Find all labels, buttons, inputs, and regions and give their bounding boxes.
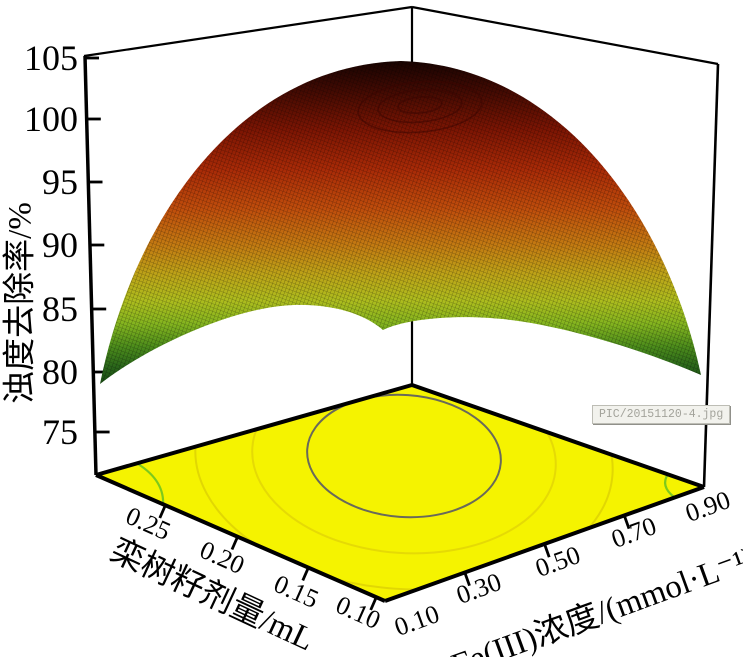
floor-plane [96, 385, 704, 601]
dose-axis-ticks [158, 504, 378, 611]
surface-mesh [100, 61, 701, 384]
floor-contour-plane [95, 383, 705, 611]
z-tick-label-90: 90 [42, 225, 78, 265]
z-tick-label-100: 100 [24, 99, 78, 139]
floor-contour-middle-ring [251, 385, 557, 555]
surface-peak-contour-rings [357, 80, 483, 134]
z-tick-label-75: 75 [42, 412, 78, 452]
z-axis-line [83, 55, 98, 476]
z-tick-label-105: 105 [24, 38, 78, 78]
z-tick-label-80: 80 [42, 352, 78, 392]
z-tick-label-95: 95 [42, 162, 78, 202]
surface-mesh-grid-overlay [100, 61, 701, 384]
floor-contour-green-arc-left [137, 463, 165, 507]
z-tick-label-85: 85 [42, 289, 78, 329]
fe-axis-ticks [463, 515, 631, 587]
watermark-label: PIC/20151120-4.jpg [592, 405, 731, 424]
z-axis-title: 浊度去除率/% [2, 202, 39, 404]
top-left-frame-line [83, 5, 413, 58]
z-axis-ticks [84, 56, 110, 434]
floor-contour-inner-ring [306, 393, 502, 519]
top-right-frame-line [411, 5, 719, 66]
